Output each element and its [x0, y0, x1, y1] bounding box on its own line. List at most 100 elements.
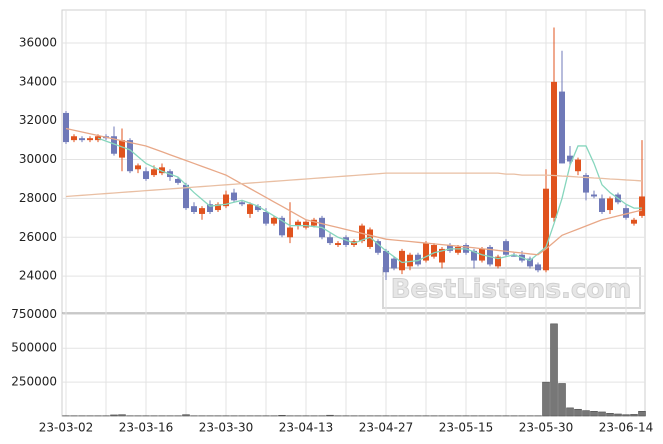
candle-body — [575, 159, 581, 172]
candle-body — [295, 221, 301, 226]
candle-body — [343, 237, 349, 246]
watermark: BestListens.com — [391, 275, 632, 305]
candle-body — [231, 192, 237, 201]
candle-body — [495, 256, 501, 267]
candle-body — [599, 198, 605, 212]
y-tick-label: 26000 — [19, 230, 57, 244]
x-tick-label: 23-04-27 — [359, 421, 413, 435]
candle-body — [327, 237, 333, 244]
volume-bar — [110, 414, 118, 417]
candle-body — [391, 258, 397, 269]
volume-bar — [614, 413, 622, 417]
volume-bar — [598, 411, 606, 417]
volume-bar — [550, 323, 558, 417]
candle-body — [263, 212, 269, 224]
candle-body — [183, 184, 189, 209]
candle-body — [191, 206, 197, 212]
candle-body — [559, 91, 565, 164]
volume-bar — [638, 411, 646, 417]
candle-body — [63, 112, 69, 143]
candle-body — [303, 221, 309, 228]
volume-bar — [118, 414, 126, 417]
candle-body — [439, 248, 445, 263]
candle-body — [399, 250, 405, 271]
candle-body — [159, 167, 165, 174]
candle-body — [487, 246, 493, 265]
candle-body — [255, 206, 261, 211]
candle-body — [247, 204, 253, 214]
y-tick-label: 34000 — [19, 74, 57, 88]
candle-body — [119, 140, 125, 158]
candle-body — [511, 254, 517, 257]
candle-body — [583, 175, 589, 193]
volume-bar — [558, 383, 566, 417]
candle-body — [431, 245, 437, 257]
y-tick-label: 32000 — [19, 113, 57, 127]
candle-body — [631, 219, 637, 224]
volume-bar — [326, 414, 334, 417]
candle-body — [239, 202, 245, 205]
candle-body — [551, 81, 557, 218]
volume-bar — [590, 411, 598, 417]
candle-body — [175, 178, 181, 183]
candle-body — [543, 188, 549, 271]
candle-body — [79, 138, 85, 141]
candle-body — [383, 250, 389, 273]
y-tick-label: 250000 — [11, 375, 57, 389]
candle-body — [279, 217, 285, 236]
volume-bar — [278, 415, 286, 417]
candle-body — [135, 165, 141, 170]
volume-bar — [566, 407, 574, 417]
y-tick-label: 28000 — [19, 191, 57, 205]
candle-body — [143, 171, 149, 179]
candle-body — [71, 136, 77, 141]
x-tick-label: 23-03-30 — [199, 421, 253, 435]
x-tick-label: 23-06-14 — [599, 421, 653, 435]
x-tick-label: 23-05-30 — [519, 421, 573, 435]
candle-body — [455, 246, 461, 253]
y-tick-label: 750000 — [11, 307, 57, 321]
y-tick-label: 30000 — [19, 152, 57, 166]
candle-body — [407, 254, 413, 267]
volume-bar — [574, 408, 582, 417]
candle-body — [87, 138, 93, 141]
candle-body — [311, 219, 317, 226]
watermark-box — [382, 267, 641, 309]
candle-body — [471, 250, 477, 261]
candle-body — [151, 169, 157, 176]
y-tick-label: 36000 — [19, 36, 57, 50]
candle-body — [591, 194, 597, 197]
candle-body — [535, 264, 541, 271]
candle-body — [503, 241, 509, 255]
candle-body — [607, 198, 613, 211]
candle-body — [415, 254, 421, 265]
candle-body — [111, 136, 117, 154]
candle-body — [623, 208, 629, 218]
candle-body — [527, 258, 533, 267]
y-tick-label: 24000 — [19, 269, 57, 283]
volume-bar — [582, 410, 590, 417]
volume-bar — [606, 413, 614, 417]
candle-body — [223, 194, 229, 207]
candle-body — [447, 245, 453, 251]
moving-average-line — [65, 172, 643, 198]
candle-body — [367, 229, 373, 247]
candle-body — [207, 204, 213, 212]
volume-bar — [542, 381, 550, 417]
x-tick-label: 23-04-13 — [279, 421, 333, 435]
candle-body — [127, 140, 133, 172]
candle-body — [215, 204, 221, 211]
candle-body — [375, 241, 381, 253]
volume-bar — [630, 414, 638, 417]
candle-body — [639, 196, 645, 216]
x-tick-label: 23-03-16 — [119, 421, 173, 435]
candle-body — [287, 227, 293, 238]
volume-bar — [622, 414, 630, 417]
x-tick-label: 23-05-15 — [439, 421, 493, 435]
candle-body — [423, 243, 429, 261]
volume-bar — [182, 414, 190, 417]
y-tick-label: 500000 — [11, 341, 57, 355]
candle-body — [335, 243, 341, 246]
candle-body — [567, 155, 573, 162]
